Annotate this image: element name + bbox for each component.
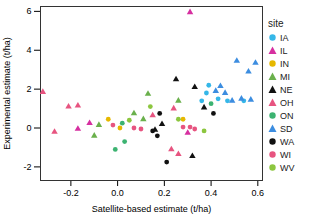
html-text:IN: IN	[280, 58, 289, 69]
svg-text:6: 6	[26, 6, 31, 16]
svg-text:4: 4	[26, 45, 31, 55]
svg-text:0.4: 0.4	[205, 188, 218, 198]
svg-text:-0.2: -0.2	[63, 188, 79, 198]
svg-text:2: 2	[26, 84, 31, 94]
html-text:MI: MI	[280, 71, 290, 82]
html-text:IA: IA	[280, 32, 289, 43]
svg-text:0: 0	[26, 123, 31, 133]
html-text:WA: WA	[280, 136, 295, 147]
svg-text:Satellite-based estimate (t/ha: Satellite-based estimate (t/ha)	[92, 204, 212, 214]
html-text:WV: WV	[280, 162, 295, 173]
svg-text:0.6: 0.6	[252, 188, 265, 198]
svg-text:0.0: 0.0	[111, 188, 124, 198]
html-text:SD: SD	[280, 123, 293, 134]
html-text:OH: OH	[280, 97, 294, 108]
html-text:NE: NE	[280, 84, 293, 95]
html-text:WI: WI	[280, 149, 291, 160]
html-text:site: site	[268, 18, 284, 29]
html-text:ON: ON	[280, 110, 294, 121]
svg-text:Experimental estimate (t/ha): Experimental estimate (t/ha)	[2, 37, 12, 150]
svg-text:-2: -2	[23, 162, 31, 172]
svg-text:0.2: 0.2	[158, 188, 171, 198]
html-text:IL: IL	[280, 45, 288, 56]
